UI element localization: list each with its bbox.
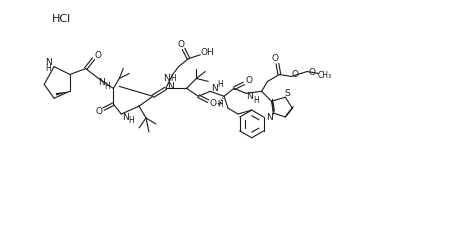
- Text: O: O: [272, 54, 279, 63]
- Text: N: N: [98, 78, 105, 87]
- Text: N: N: [266, 113, 273, 122]
- Text: H: H: [253, 96, 259, 105]
- Text: N: N: [163, 74, 170, 83]
- Text: O: O: [292, 70, 299, 79]
- Text: O: O: [210, 99, 217, 108]
- Text: H: H: [170, 74, 175, 83]
- Text: N: N: [246, 92, 253, 101]
- Text: N: N: [122, 113, 128, 122]
- Text: O: O: [177, 40, 184, 49]
- Text: S: S: [284, 89, 290, 98]
- Text: H: H: [217, 80, 223, 89]
- Text: H: H: [45, 64, 51, 73]
- Text: H: H: [128, 116, 134, 126]
- Text: HCl: HCl: [52, 14, 71, 24]
- Text: O: O: [95, 107, 102, 116]
- Polygon shape: [56, 91, 70, 96]
- Text: OH: OH: [200, 48, 214, 57]
- Text: N: N: [167, 82, 174, 91]
- Text: CH₃: CH₃: [318, 71, 332, 80]
- Text: H: H: [105, 82, 110, 91]
- Text: N: N: [211, 84, 218, 93]
- Text: O: O: [94, 51, 101, 60]
- Text: H: H: [217, 100, 223, 109]
- Text: O: O: [308, 68, 315, 77]
- Text: O: O: [245, 76, 252, 85]
- Text: N: N: [45, 58, 52, 67]
